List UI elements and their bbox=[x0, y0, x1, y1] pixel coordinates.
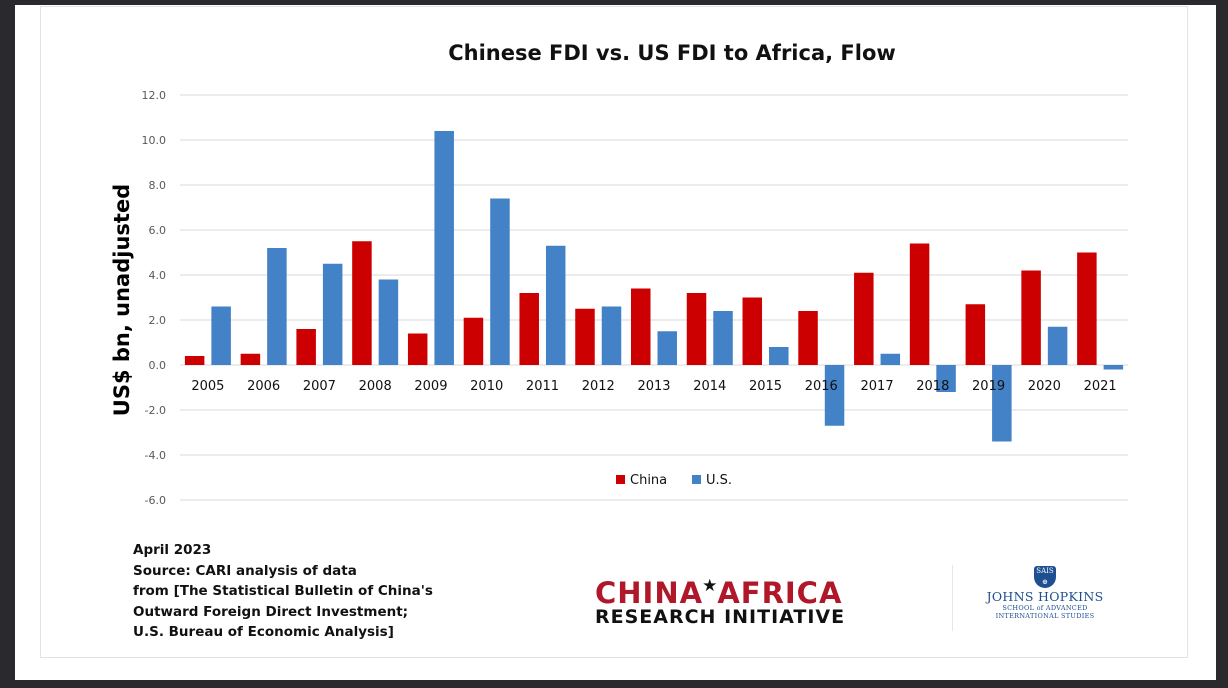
x-tick-label: 2014 bbox=[693, 379, 726, 394]
logo-divider bbox=[952, 565, 953, 631]
bar-us-2014 bbox=[713, 311, 733, 365]
gridlines bbox=[180, 94, 1128, 501]
bar-us-2009 bbox=[434, 131, 454, 365]
x-tick-label: 2020 bbox=[1028, 379, 1061, 394]
x-tick-label: 2017 bbox=[861, 379, 894, 394]
legend: China U.S. bbox=[616, 473, 732, 488]
cari-logo-line2: RESEARCH INITIATIVE bbox=[595, 606, 846, 628]
y-tick-label: -4.0 bbox=[145, 449, 166, 462]
x-tick-label: 2008 bbox=[359, 379, 392, 394]
bar-china-2017 bbox=[854, 272, 874, 365]
legend-label-us: U.S. bbox=[706, 473, 732, 488]
y-tick-label: 12.0 bbox=[142, 89, 167, 102]
cari-logo-line1: CHINA★AFRICA bbox=[595, 572, 930, 610]
bar-us-2012 bbox=[601, 306, 622, 365]
bar-china-2007 bbox=[296, 329, 316, 365]
y-axis-label: US$ bn, unadjusted bbox=[110, 184, 134, 416]
jhu-subtitle-2: INTERNATIONAL STUDIES bbox=[995, 612, 1095, 620]
bar-us-2010 bbox=[490, 198, 510, 365]
legend-label-china: China bbox=[630, 473, 667, 488]
x-tick-label: 2016 bbox=[805, 379, 838, 394]
date-label: April 2023 bbox=[133, 542, 212, 558]
bar-china-2006 bbox=[240, 353, 261, 365]
source-note: April 2023 Source: CARI analysis of data… bbox=[133, 540, 433, 643]
cari-word-africa: AFRICA bbox=[717, 576, 843, 610]
y-tick-label: 6.0 bbox=[149, 224, 167, 237]
bar-us-2011 bbox=[545, 245, 566, 365]
legend-swatch-us bbox=[692, 475, 701, 484]
cari-word-china: CHINA bbox=[595, 576, 704, 610]
x-tick-label: 2018 bbox=[916, 379, 949, 394]
x-tick-label: 2009 bbox=[414, 379, 447, 394]
legend-swatch-china bbox=[616, 475, 625, 484]
x-tick-label: 2007 bbox=[303, 379, 336, 394]
x-tick-label: 2021 bbox=[1084, 379, 1117, 394]
bar-us-2008 bbox=[378, 279, 399, 365]
jhu-sais-logo: SAIS ⊕ JOHNS HOPKINS SCHOOL of ADVANCED I… bbox=[965, 566, 1125, 620]
jhu-name: JOHNS HOPKINS bbox=[986, 589, 1104, 604]
x-tick-label: 2015 bbox=[749, 379, 782, 394]
source-line: Source: CARI analysis of data bbox=[133, 562, 357, 579]
jhu-subtitle-1: SCHOOL of ADVANCED bbox=[1002, 604, 1088, 612]
chart-title: Chinese FDI vs. US FDI to Africa, Flow bbox=[448, 41, 896, 65]
bar-us-2016 bbox=[824, 365, 845, 426]
x-tick-label: 2011 bbox=[526, 379, 559, 394]
x-tick-label: 2019 bbox=[972, 379, 1005, 394]
bar-china-2005 bbox=[184, 356, 205, 365]
cari-logo: CHINA★AFRICA RESEARCH INITIATIVE bbox=[595, 572, 930, 627]
sais-shield-text: SAIS bbox=[1036, 567, 1054, 575]
bar-china-2015 bbox=[742, 297, 763, 365]
y-tick-label: -6.0 bbox=[145, 494, 166, 507]
bar-china-2013 bbox=[631, 288, 651, 365]
bar-china-2019 bbox=[965, 304, 986, 365]
bar-china-2012 bbox=[575, 308, 595, 365]
y-tick-label: 2.0 bbox=[149, 314, 167, 327]
star-icon: ★ bbox=[702, 576, 719, 596]
bar-china-2014 bbox=[686, 293, 707, 365]
source-line: Outward Foreign Direct Investment; bbox=[133, 603, 409, 620]
bar-us-2018 bbox=[936, 365, 956, 392]
source-line: from [The Statistical Bulletin of China'… bbox=[133, 583, 433, 599]
bar-us-2021 bbox=[1103, 365, 1124, 370]
y-tick-label: 0.0 bbox=[149, 359, 167, 372]
x-tick-label: 2010 bbox=[470, 379, 503, 394]
bar-us-2006 bbox=[267, 248, 287, 365]
bar-china-2009 bbox=[407, 333, 428, 365]
bar-us-2005 bbox=[211, 306, 231, 365]
bar-china-2010 bbox=[463, 317, 484, 365]
bar-us-2015 bbox=[769, 347, 789, 365]
source-line: U.S. Bureau of Economic Analysis] bbox=[133, 624, 394, 640]
x-tick-label: 2006 bbox=[247, 379, 280, 394]
bar-china-2018 bbox=[909, 243, 930, 365]
y-axis-ticks: 12.0 10.0 8.0 6.0 4.0 2.0 0.0 -2.0 -4.0 -6.0 bbox=[142, 89, 167, 507]
bar-us-2019 bbox=[992, 365, 1012, 442]
bar-us-2017 bbox=[880, 353, 901, 365]
bar-china-2020 bbox=[1021, 270, 1041, 365]
x-tick-label: 2012 bbox=[582, 379, 615, 394]
x-tick-label: 2005 bbox=[191, 379, 224, 394]
y-tick-label: -2.0 bbox=[145, 404, 166, 417]
x-tick-label: 2013 bbox=[637, 379, 670, 394]
y-tick-label: 10.0 bbox=[142, 134, 167, 147]
y-tick-label: 8.0 bbox=[149, 179, 167, 192]
y-tick-label: 4.0 bbox=[149, 269, 167, 282]
bar-us-2013 bbox=[657, 331, 677, 365]
bar-us-2020 bbox=[1047, 326, 1068, 365]
bars bbox=[184, 131, 1124, 442]
bar-china-2011 bbox=[519, 293, 539, 365]
bar-china-2008 bbox=[352, 241, 372, 365]
sais-shield-icon: SAIS ⊕ bbox=[1034, 566, 1056, 588]
bar-china-2016 bbox=[798, 311, 818, 365]
x-axis-ticks: 2005 2006 2007 2008 2009 2010 2011 2012 2013 2014… bbox=[191, 379, 1116, 394]
bar-us-2007 bbox=[322, 263, 343, 365]
bar-china-2021 bbox=[1077, 252, 1097, 365]
